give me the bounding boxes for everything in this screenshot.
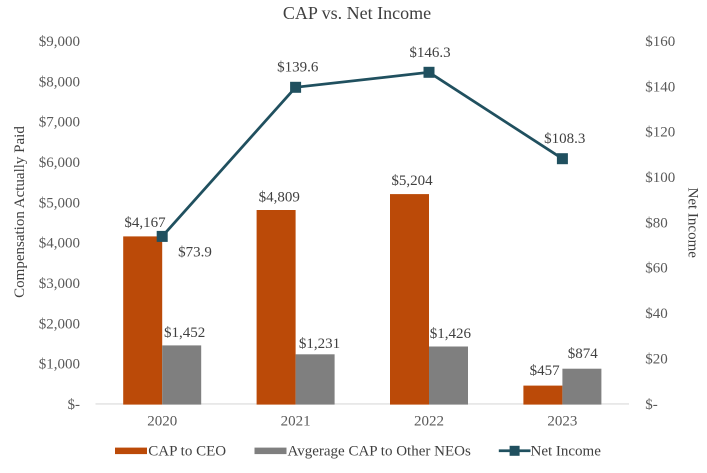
svg-text:$9,000: $9,000: [39, 34, 80, 50]
svg-text:$73.9: $73.9: [178, 245, 212, 261]
svg-text:$20: $20: [645, 351, 668, 367]
svg-text:Net Income: Net Income: [685, 188, 701, 259]
svg-text:2021: 2021: [281, 414, 311, 430]
svg-text:$60: $60: [645, 261, 668, 277]
svg-text:CAP vs. Net Income: CAP vs. Net Income: [283, 3, 431, 23]
svg-text:$140: $140: [645, 79, 675, 95]
svg-text:$80: $80: [645, 215, 668, 231]
svg-text:$100: $100: [645, 170, 675, 186]
svg-text:$1,231: $1,231: [299, 336, 340, 352]
svg-text:$-: $-: [68, 397, 81, 413]
svg-text:$5,204: $5,204: [391, 173, 433, 189]
svg-text:$457: $457: [530, 363, 561, 379]
svg-text:$139.6: $139.6: [277, 59, 319, 75]
svg-text:$7,000: $7,000: [39, 115, 80, 131]
svg-text:2022: 2022: [414, 414, 444, 430]
svg-text:$108.3: $108.3: [544, 131, 585, 147]
svg-text:$874: $874: [568, 346, 599, 362]
svg-text:$4,000: $4,000: [39, 236, 80, 252]
svg-text:2020: 2020: [147, 414, 177, 430]
svg-text:$160: $160: [645, 34, 675, 50]
svg-text:CAP to CEO: CAP to CEO: [148, 444, 226, 460]
svg-text:$4,809: $4,809: [259, 189, 300, 205]
svg-text:$146.3: $146.3: [409, 45, 450, 61]
svg-text:Net Income: Net Income: [531, 444, 602, 460]
svg-text:$40: $40: [645, 306, 668, 322]
svg-text:Avgerage CAP to Other NEOs: Avgerage CAP to Other NEOs: [288, 444, 471, 460]
svg-text:$1,426: $1,426: [430, 326, 472, 342]
svg-text:$120: $120: [645, 125, 675, 141]
svg-text:$4,167: $4,167: [124, 215, 166, 231]
svg-text:$1,000: $1,000: [39, 357, 80, 373]
svg-text:Compensation Actually Paid: Compensation Actually Paid: [12, 126, 28, 298]
svg-text:$1,452: $1,452: [164, 325, 205, 341]
svg-text:$2,000: $2,000: [39, 316, 80, 332]
svg-text:$-: $-: [645, 397, 658, 413]
svg-text:$8,000: $8,000: [39, 74, 80, 90]
svg-text:$6,000: $6,000: [39, 155, 80, 171]
svg-text:2023: 2023: [547, 414, 577, 430]
svg-text:$5,000: $5,000: [39, 195, 80, 211]
svg-text:$3,000: $3,000: [39, 276, 80, 292]
